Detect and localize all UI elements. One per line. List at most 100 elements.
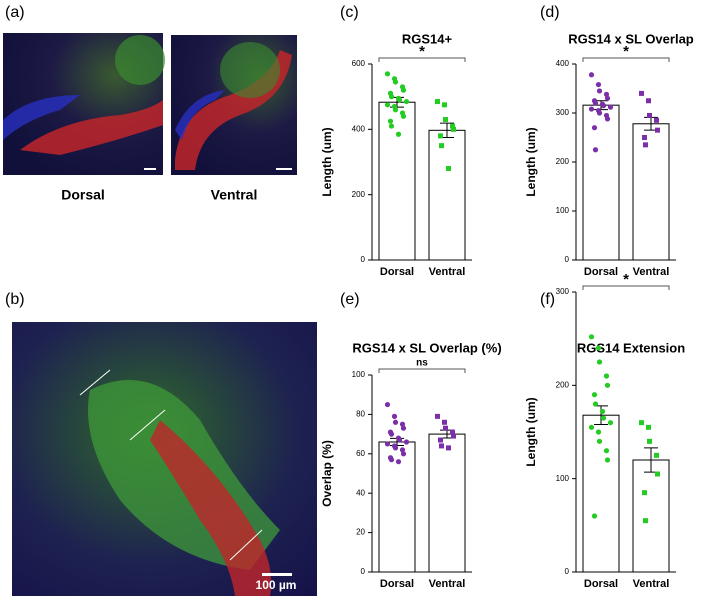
- data-point: [395, 131, 402, 137]
- panel-label: (a): [5, 4, 25, 21]
- data-point: [399, 447, 406, 453]
- data-point: [642, 135, 647, 140]
- x-tick-label: Ventral: [429, 266, 466, 278]
- image-b: [12, 322, 317, 596]
- data-point: [592, 100, 599, 106]
- data-point: [400, 87, 407, 93]
- data-point: [595, 81, 602, 88]
- data-point: [607, 104, 614, 110]
- data-point: [384, 71, 391, 77]
- panel-label: (e): [340, 291, 360, 308]
- y-tick-label: 80: [356, 410, 365, 419]
- data-point: [403, 98, 410, 105]
- data-point: [604, 95, 611, 101]
- significance-bracket: [582, 285, 670, 290]
- data-point: [603, 91, 610, 97]
- x-tick-label: Dorsal: [380, 266, 414, 278]
- y-tick-label: 600: [352, 59, 366, 68]
- data-point: [596, 110, 603, 116]
- data-point: [439, 143, 444, 149]
- y-axis-label: Length (um): [524, 127, 538, 196]
- data-point: [387, 118, 394, 124]
- data-point: [391, 413, 398, 419]
- data-point: [384, 441, 391, 447]
- y-tick-label: 100: [556, 206, 570, 215]
- x-tick-label: Dorsal: [380, 578, 414, 590]
- bar: [582, 104, 620, 261]
- data-point: [604, 382, 611, 388]
- data-point: [384, 102, 391, 108]
- significance-bracket: [582, 57, 670, 62]
- data-point: [600, 103, 607, 109]
- data-point: [450, 429, 455, 435]
- data-point: [588, 424, 595, 430]
- data-point: [442, 419, 447, 425]
- data-point: [647, 438, 652, 444]
- bar: [378, 101, 416, 261]
- data-point: [439, 443, 444, 449]
- significance-bracket: [378, 368, 466, 373]
- y-tick-label: 0: [361, 255, 366, 264]
- data-point: [392, 107, 399, 113]
- data-point: [592, 147, 599, 153]
- data-point: [655, 471, 660, 477]
- y-axis-label: Length (um): [524, 397, 538, 466]
- data-point: [450, 123, 455, 129]
- image-a-ventral: [171, 35, 297, 175]
- bar: [428, 129, 466, 261]
- data-point: [451, 433, 456, 439]
- y-axis-label: Length (um): [320, 127, 334, 196]
- data-point: [643, 142, 648, 148]
- data-point: [435, 413, 440, 419]
- y-tick-label: 400: [556, 59, 570, 68]
- panel-label: (d): [540, 4, 560, 21]
- y-tick-label: 200: [556, 380, 570, 389]
- data-point: [384, 401, 391, 408]
- data-point: [446, 166, 451, 172]
- data-point: [443, 425, 448, 431]
- bar: [582, 414, 620, 573]
- chart-title: RGS14+: [402, 31, 453, 46]
- data-point: [443, 117, 448, 123]
- data-point: [392, 445, 399, 451]
- data-point: [438, 437, 443, 443]
- data-point: [400, 451, 407, 457]
- data-point: [438, 133, 443, 139]
- data-point: [603, 373, 610, 379]
- x-tick-label: Dorsal: [584, 578, 618, 590]
- y-axis-label: Overlap (%): [320, 440, 334, 507]
- data-point: [388, 123, 395, 129]
- scale-bar-label: 100 µm: [256, 578, 297, 592]
- data-point: [595, 345, 602, 351]
- image-a-dorsal: [3, 33, 165, 175]
- panel-label: (b): [5, 291, 25, 308]
- bar: [632, 123, 670, 261]
- data-point: [647, 112, 652, 118]
- data-point: [639, 420, 644, 426]
- data-point: [654, 117, 659, 123]
- y-tick-label: 300: [556, 108, 570, 117]
- data-point: [399, 421, 406, 427]
- y-tick-label: 0: [565, 567, 570, 576]
- data-point: [442, 102, 447, 108]
- y-tick-label: 300: [556, 287, 570, 296]
- y-tick-label: 20: [356, 528, 365, 537]
- data-point: [596, 88, 603, 94]
- significance-label: *: [623, 43, 629, 60]
- y-tick-label: 100: [352, 370, 366, 379]
- data-point: [654, 452, 659, 458]
- data-point: [396, 97, 403, 103]
- significance-label: *: [419, 43, 425, 60]
- data-point: [451, 126, 456, 132]
- bar: [632, 459, 670, 573]
- data-point: [607, 420, 614, 426]
- data-point: [388, 457, 395, 463]
- data-point: [591, 125, 598, 131]
- data-point: [588, 334, 595, 340]
- y-tick-label: 40: [356, 488, 365, 497]
- data-point: [388, 431, 395, 437]
- data-point: [395, 459, 402, 465]
- data-point: [655, 127, 660, 133]
- chart-title: RGS14 Extension: [577, 340, 685, 355]
